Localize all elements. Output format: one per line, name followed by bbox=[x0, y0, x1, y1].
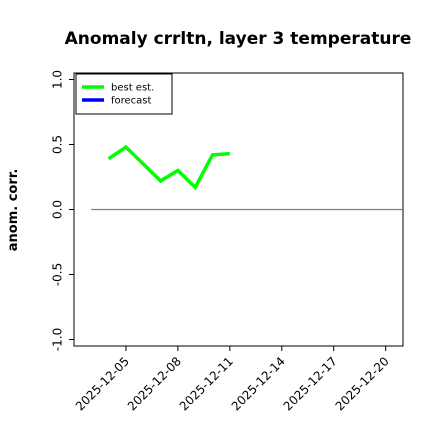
x-tick-label: 2025-12-14 bbox=[229, 354, 288, 413]
legend: best est. forecast bbox=[76, 74, 172, 114]
x-tick-label: 2025-12-11 bbox=[177, 354, 236, 413]
y-tick-label: 1.0 bbox=[51, 70, 65, 89]
legend-box bbox=[76, 74, 172, 114]
y-tick-label: 0.0 bbox=[51, 200, 65, 219]
y-tick-label: -0.5 bbox=[51, 263, 65, 286]
legend-label-1: forecast bbox=[111, 96, 152, 107]
y-axis-label: anom. corr. bbox=[6, 169, 21, 252]
x-ticks-layer: 2025-12-052025-12-082025-12-112025-12-14… bbox=[73, 346, 392, 413]
y-ticks-layer: -1.0 -0.5 0.0 0.5 1.0 bbox=[51, 70, 75, 351]
x-tick-label: 2025-12-20 bbox=[333, 354, 392, 413]
x-tick-label: 2025-12-05 bbox=[73, 354, 132, 413]
y-tick-label: -1.0 bbox=[51, 328, 65, 351]
x-tick-label: 2025-12-08 bbox=[125, 354, 184, 413]
legend-label-0: best est. bbox=[111, 83, 154, 94]
y-tick-label: 0.5 bbox=[51, 135, 65, 154]
chart-title: Anomaly crrltn, layer 3 temperature bbox=[65, 29, 412, 49]
x-tick-label: 2025-12-17 bbox=[281, 354, 340, 413]
